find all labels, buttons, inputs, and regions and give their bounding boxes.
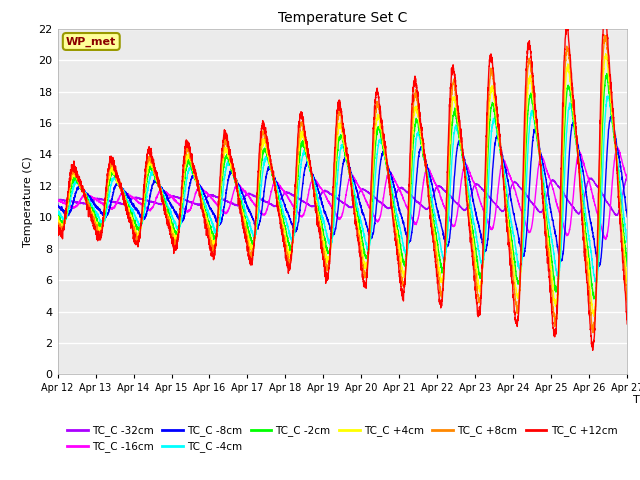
TC_C +12cm xyxy=(569,95,577,100)
TC_C -8cm xyxy=(623,211,631,216)
TC_C -32cm xyxy=(569,204,577,210)
Title: Temperature Set C: Temperature Set C xyxy=(278,11,407,25)
TC_C +4cm xyxy=(176,222,184,228)
TC_C -32cm xyxy=(398,184,406,190)
TC_C -8cm xyxy=(54,201,61,206)
TC_C +4cm xyxy=(569,105,577,110)
TC_C +8cm xyxy=(600,32,608,38)
TC_C -32cm xyxy=(54,197,61,203)
TC_C -16cm xyxy=(398,192,406,198)
TC_C -8cm xyxy=(176,217,184,223)
TC_C -16cm xyxy=(613,145,621,151)
TC_C -2cm xyxy=(569,113,577,119)
TC_C +8cm xyxy=(589,330,597,336)
TC_C -8cm xyxy=(213,218,221,224)
TC_C -16cm xyxy=(569,196,577,202)
TC_C +12cm xyxy=(623,321,631,327)
Line: TC_C -2cm: TC_C -2cm xyxy=(58,73,627,299)
TC_C -16cm xyxy=(408,215,416,221)
TC_C -4cm xyxy=(593,279,600,285)
TC_C +4cm xyxy=(408,142,416,147)
TC_C +8cm xyxy=(408,125,416,131)
TC_C -4cm xyxy=(569,119,577,124)
TC_C +12cm xyxy=(213,234,221,240)
Line: TC_C +8cm: TC_C +8cm xyxy=(58,35,627,333)
TC_C +8cm xyxy=(54,221,61,227)
TC_C +12cm xyxy=(408,102,416,108)
TC_C -16cm xyxy=(213,201,221,207)
TC_C -2cm xyxy=(590,296,598,302)
TC_C +8cm xyxy=(213,230,221,236)
TC_C +4cm xyxy=(602,51,609,57)
TC_C +8cm xyxy=(623,296,631,301)
TC_C -2cm xyxy=(398,253,406,259)
TC_C -8cm xyxy=(607,113,615,119)
TC_C +8cm xyxy=(176,216,184,221)
TC_C -2cm xyxy=(54,213,61,218)
Legend: TC_C -32cm, TC_C -16cm, TC_C -8cm, TC_C -4cm, TC_C -2cm, TC_C +4cm, TC_C +8cm, T: TC_C -32cm, TC_C -16cm, TC_C -8cm, TC_C … xyxy=(63,421,621,456)
TC_C +12cm xyxy=(589,348,596,353)
TC_C -8cm xyxy=(595,264,603,269)
TC_C +4cm xyxy=(623,280,631,286)
Y-axis label: Temperature (C): Temperature (C) xyxy=(23,156,33,247)
TC_C -4cm xyxy=(408,192,416,197)
TC_C -4cm xyxy=(623,240,631,245)
Line: TC_C -32cm: TC_C -32cm xyxy=(58,178,627,216)
Text: WP_met: WP_met xyxy=(66,36,116,47)
TC_C -16cm xyxy=(623,177,631,182)
Text: Time: Time xyxy=(633,395,640,405)
TC_C -4cm xyxy=(176,224,184,229)
TC_C -8cm xyxy=(408,228,416,234)
TC_C -8cm xyxy=(623,214,631,220)
Line: TC_C +4cm: TC_C +4cm xyxy=(58,54,627,316)
TC_C -32cm xyxy=(623,175,631,181)
Line: TC_C -4cm: TC_C -4cm xyxy=(58,96,627,282)
TC_C +12cm xyxy=(398,293,406,299)
TC_C -2cm xyxy=(603,71,611,76)
TC_C -2cm xyxy=(176,223,184,228)
TC_C -16cm xyxy=(602,237,609,242)
Line: TC_C -8cm: TC_C -8cm xyxy=(58,116,627,266)
TC_C -16cm xyxy=(176,201,184,207)
TC_C +4cm xyxy=(398,264,406,270)
TC_C -4cm xyxy=(213,229,221,235)
TC_C -16cm xyxy=(623,178,631,183)
Line: TC_C -16cm: TC_C -16cm xyxy=(58,148,627,240)
TC_C +8cm xyxy=(398,280,406,286)
Line: TC_C +12cm: TC_C +12cm xyxy=(58,12,627,350)
TC_C +4cm xyxy=(213,230,221,236)
TC_C -2cm xyxy=(408,161,416,167)
TC_C -32cm xyxy=(408,193,416,199)
TC_C +12cm xyxy=(623,314,631,320)
TC_C +4cm xyxy=(590,313,598,319)
TC_C -32cm xyxy=(176,195,184,201)
TC_C -4cm xyxy=(54,210,61,216)
TC_C -32cm xyxy=(623,175,631,180)
TC_C -32cm xyxy=(213,194,221,200)
TC_C -2cm xyxy=(213,230,221,236)
TC_C +4cm xyxy=(623,277,631,283)
TC_C -8cm xyxy=(398,215,406,220)
TC_C +8cm xyxy=(569,102,577,108)
TC_C -2cm xyxy=(623,264,631,269)
TC_C -4cm xyxy=(604,93,612,99)
TC_C -2cm xyxy=(623,260,631,266)
TC_C +8cm xyxy=(623,299,631,305)
TC_C +12cm xyxy=(601,9,609,14)
TC_C -32cm xyxy=(612,213,620,218)
TC_C +12cm xyxy=(54,227,61,232)
TC_C -4cm xyxy=(623,240,631,245)
TC_C -16cm xyxy=(54,197,61,203)
TC_C -8cm xyxy=(569,121,577,127)
TC_C +12cm xyxy=(176,214,184,219)
TC_C +4cm xyxy=(54,218,61,224)
TC_C -4cm xyxy=(398,235,406,241)
